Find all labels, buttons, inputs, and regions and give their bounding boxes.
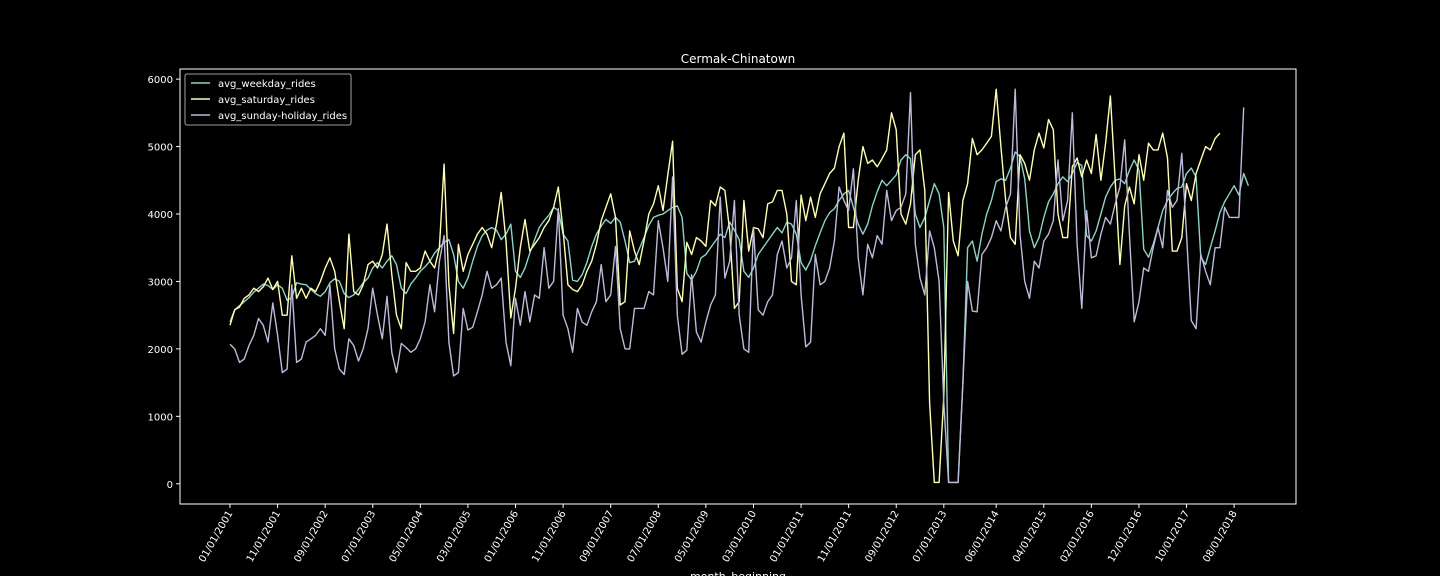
series-line-avg-saturday-rides [229, 88, 1221, 484]
y-tick-label: 6000 [148, 75, 173, 86]
y-tick-label: 5000 [148, 143, 173, 154]
x-tick-label: 09/01/2002 [292, 509, 330, 564]
y-tick-label: 2000 [148, 345, 173, 356]
y-tick-label: 0 [167, 480, 173, 491]
plot-area: 0 1000 2000 3000 4000 5000 6000 01/01/2001 11/01… [148, 68, 1297, 564]
legend-box [184, 73, 352, 126]
x-tick-label: 11/01/2001 [245, 509, 283, 564]
series-line-avg-sunday-holiday-rides [229, 88, 1245, 484]
x-tick-label: 05/01/2009 [673, 509, 711, 564]
x-tick-label: 03/01/2005 [435, 509, 473, 564]
x-tick-label: 06/01/2014 [963, 509, 1001, 564]
x-tick-label: 07/01/2003 [340, 509, 378, 564]
legend-label: avg_saturday_rides [218, 95, 315, 106]
x-tick-label: 09/01/2012 [863, 509, 901, 564]
x-tick-label: 10/01/2017 [1154, 509, 1192, 564]
x-tick-label: 04/01/2015 [1011, 509, 1049, 564]
y-tick-label: 1000 [148, 412, 173, 423]
legend: avg_weekday_rides avg_saturday_rides avg_s… [184, 73, 352, 126]
x-tick-label: 01/01/2006 [483, 509, 521, 564]
x-tick-label: 09/01/2007 [578, 509, 616, 564]
y-tick-label: 3000 [148, 277, 173, 288]
chart-title: Cermak-Chinatown [681, 52, 796, 66]
x-tick-label: 07/01/2008 [626, 509, 664, 564]
x-tick-label: 07/01/2013 [911, 509, 949, 564]
x-tick-label: 12/01/2016 [1106, 509, 1144, 564]
x-tick-label: 02/01/2016 [1059, 509, 1097, 564]
legend-label: avg_weekday_rides [218, 79, 316, 90]
plot-frame [179, 68, 1297, 505]
x-tick-label: 11/01/2011 [816, 509, 854, 564]
x-tick-label: 03/01/2010 [721, 509, 759, 564]
x-tick-label: 11/01/2006 [530, 509, 568, 564]
x-tick-label: 01/01/2001 [197, 509, 235, 564]
x-tick-label: 01/01/2011 [768, 509, 806, 564]
legend-label: avg_sunday-holiday_rides [218, 111, 347, 122]
x-tick-label: 08/01/2018 [1201, 509, 1239, 564]
x-tick-label: 05/01/2004 [388, 509, 426, 564]
x-axis-label: month_beginning [690, 570, 786, 576]
y-tick-label: 4000 [148, 210, 173, 221]
